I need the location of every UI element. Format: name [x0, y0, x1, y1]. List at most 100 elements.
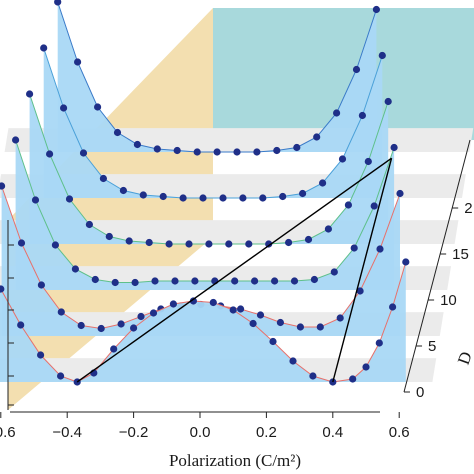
data-point [349, 375, 357, 383]
data-point [259, 194, 267, 202]
data-point [57, 308, 65, 316]
back-wall [213, 8, 474, 140]
data-point [113, 128, 122, 137]
series-15 [26, 90, 392, 248]
data-point [71, 265, 79, 273]
data-point [225, 240, 233, 248]
data-point [350, 244, 358, 252]
data-point [253, 148, 261, 156]
data-point [37, 281, 46, 289]
series-layer [0, 0, 410, 386]
series-fill [29, 94, 389, 244]
data-point [256, 311, 265, 319]
data-point [111, 278, 119, 287]
data-point [378, 51, 386, 60]
series-fill [57, 2, 377, 152]
data-point [179, 194, 187, 202]
data-point [26, 90, 34, 98]
guide-line [332, 158, 393, 383]
data-point [402, 258, 410, 266]
data-point [171, 277, 179, 285]
data-point [285, 238, 293, 247]
data-point [293, 143, 301, 152]
data-point [0, 182, 6, 190]
data-point [54, 0, 62, 6]
series-fill [0, 262, 406, 382]
data-point [191, 277, 199, 285]
data-point [273, 146, 281, 155]
data-point [57, 372, 65, 380]
series-20 [40, 44, 386, 202]
depth-axis-line [403, 139, 471, 393]
data-point [309, 372, 317, 380]
x-tick-label: 0.2 [256, 424, 277, 441]
x-tick-label: 0.4 [322, 424, 343, 441]
data-point [271, 277, 279, 285]
data-point [105, 232, 113, 241]
data-point [205, 240, 213, 248]
data-point [151, 277, 159, 285]
data-point [376, 245, 384, 253]
data-point [0, 285, 5, 293]
data-point [149, 309, 158, 317]
data-point [231, 277, 239, 285]
data-point [372, 5, 380, 14]
data-point [237, 305, 245, 313]
data-point [159, 192, 167, 201]
data-point [390, 143, 398, 152]
data-point [79, 149, 88, 157]
data-point [249, 319, 257, 328]
data-point [185, 240, 193, 248]
data-point [324, 225, 332, 233]
data-point [316, 323, 324, 331]
data-point [276, 318, 284, 327]
data-point [119, 186, 127, 195]
series-0 [0, 258, 410, 386]
data-point [336, 314, 344, 322]
depth-tick-label: 0 [416, 384, 424, 401]
data-point [117, 320, 125, 328]
data-point [296, 323, 304, 331]
data-point [304, 235, 313, 244]
series-fill [43, 48, 383, 198]
x-tick-label: −0.4 [52, 424, 82, 441]
depth-tick-label: 10 [440, 292, 457, 309]
data-point [352, 65, 361, 74]
chart-axes: −0.6 −0.4 −0.2 0.0 0.2 0.4 0.6 0 5 10 15 2 [0, 139, 473, 441]
data-point [265, 240, 273, 248]
data-point [51, 241, 60, 249]
data-point [389, 303, 397, 311]
data-point [333, 109, 341, 117]
data-point [137, 312, 145, 321]
data-point [99, 174, 107, 183]
x-axis-title: Polarization (C/m²) [169, 451, 301, 470]
series-10 [12, 136, 398, 290]
x-tick-label: 0.6 [389, 424, 410, 441]
data-point [153, 145, 161, 153]
data-point [245, 240, 253, 248]
depth-tick-label: 2 [464, 200, 472, 217]
data-point [37, 351, 45, 359]
data-point [313, 133, 321, 141]
data-point [165, 240, 173, 248]
data-point [40, 44, 48, 52]
data-point [289, 357, 297, 365]
data-point [131, 278, 139, 287]
data-point [193, 148, 201, 156]
data-point [269, 337, 277, 346]
data-point [229, 306, 237, 314]
data-point [189, 297, 197, 305]
data-point [290, 277, 299, 285]
data-point [91, 275, 99, 284]
series-fill [15, 140, 395, 290]
data-point [173, 146, 181, 155]
data-point [97, 324, 105, 333]
data-point [213, 148, 221, 156]
data-point [209, 298, 217, 307]
data-point [169, 300, 177, 308]
data-point [17, 239, 26, 247]
data-point [130, 324, 138, 332]
data-point [279, 192, 287, 201]
data-point [344, 201, 352, 209]
